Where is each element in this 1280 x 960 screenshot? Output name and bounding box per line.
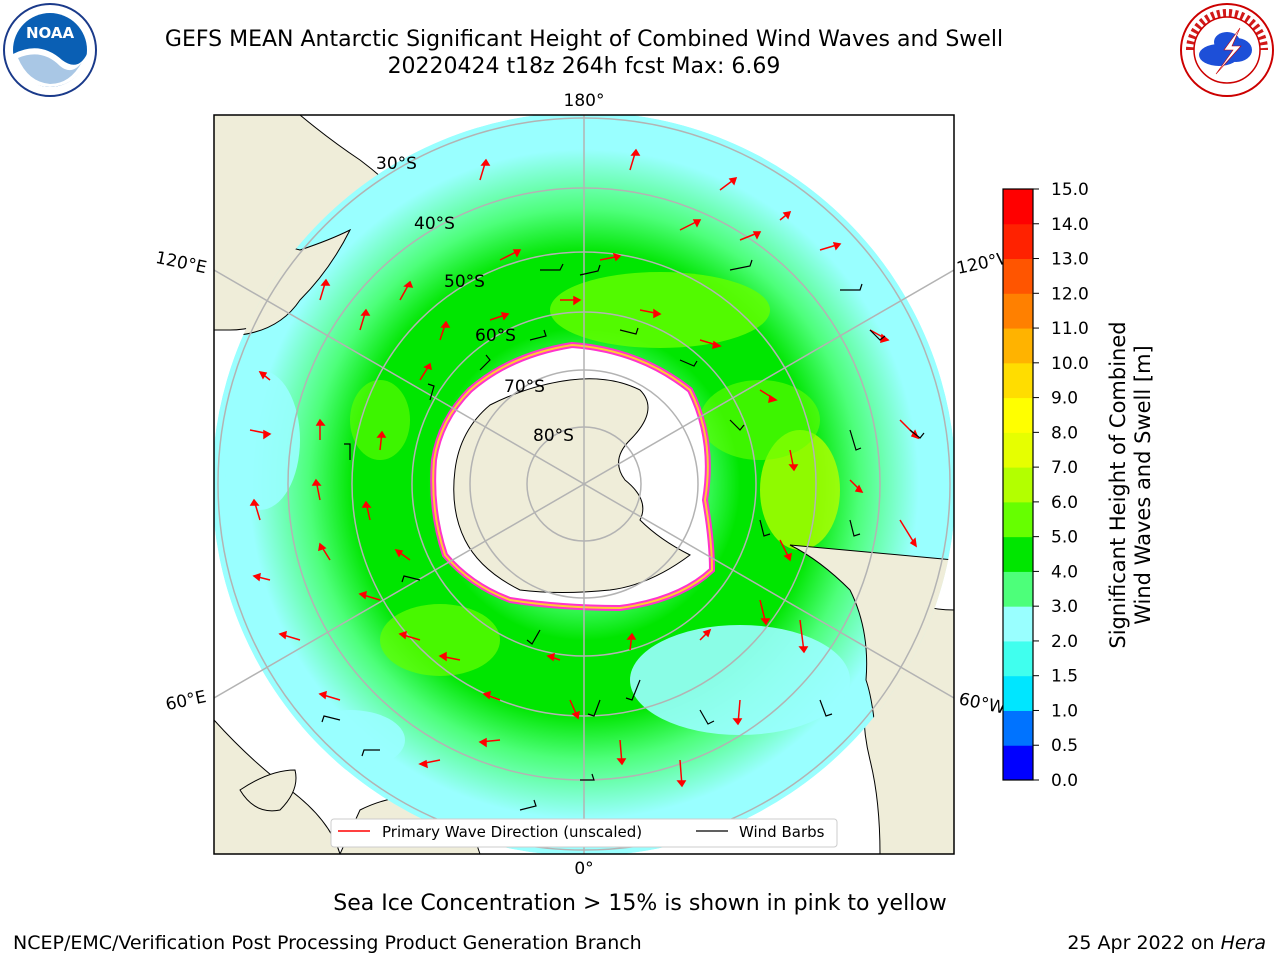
credit-branch: NCEP/EMC/Verification Post Processing Pr… <box>13 932 642 954</box>
nws-logo <box>1180 3 1274 97</box>
colorbar-swatch <box>1003 571 1033 607</box>
wave-arrows <box>249 148 920 788</box>
lat-label-80s: 80°S <box>533 426 574 446</box>
legend-wave-label: Primary Wave Direction (unscaled) <box>382 823 642 841</box>
chart-title: GEFS MEAN Antarctic Significant Height o… <box>164 27 1004 52</box>
colorbar-tick-label: 1.5 <box>1051 667 1078 687</box>
colorbar-tick-label: 12.0 <box>1051 284 1089 304</box>
colorbar-tick-label: 6.0 <box>1051 493 1078 513</box>
colorbar-swatch <box>1003 467 1033 503</box>
chart-subtitle: 20220424 t18z 264h fcst Max: 6.69 <box>387 54 781 79</box>
colorbar-tick-label: 8.0 <box>1051 423 1078 443</box>
colorbar-tick-label: 3.0 <box>1051 597 1078 617</box>
colorbar-swatch <box>1003 606 1033 642</box>
colorbar-swatch <box>1003 397 1033 433</box>
wind-barbs <box>321 259 925 811</box>
map-frame <box>213 114 955 855</box>
credit-date-text: 25 Apr 2022 on <box>1067 932 1215 954</box>
colorbar-swatch <box>1003 710 1033 746</box>
lon-label-60e: 60°E <box>164 687 208 715</box>
lat-label-40s: 40°S <box>414 214 455 234</box>
lon-label-180: 180° <box>564 91 605 111</box>
sea-ice-note: Sea Ice Concentration > 15% is shown in … <box>333 891 947 916</box>
colorbar-frame <box>1002 188 1034 781</box>
colorbar-label-line1: Significant Height of Combined <box>1106 321 1130 648</box>
colorbar-swatch <box>1003 189 1033 225</box>
lat-label-30s: 30°S <box>376 154 417 174</box>
credit-date: 25 Apr 2022 on Hera <box>1067 932 1266 954</box>
colorbar-tick-label: 15.0 <box>1051 180 1089 200</box>
antarctica <box>430 341 716 612</box>
colorbar-swatch <box>1003 501 1033 538</box>
colorbar-tick-label: 9.0 <box>1051 389 1078 409</box>
colorbar-tick-label: 0.0 <box>1051 771 1078 791</box>
colorbar-tick-label: 13.0 <box>1051 250 1089 270</box>
colorbar-swatch <box>1003 362 1033 399</box>
colorbar-swatch <box>1003 536 1033 572</box>
lat-label-50s: 50°S <box>444 272 485 292</box>
lon-label-60w: 60°W <box>957 689 1007 718</box>
colorbar-tick-label: 10.0 <box>1051 354 1089 374</box>
colorbar-tick-label: 14.0 <box>1051 215 1089 235</box>
colorbar-tick-label: 1.0 <box>1051 701 1078 721</box>
colorbar-tick-label: 5.0 <box>1051 528 1078 548</box>
colorbar-tick-label: 2.0 <box>1051 632 1078 652</box>
colorbar: 0.0 0.5 1.0 1.5 2.0 3.0 4.0 5.0 6.0 7.0 8.0 9.0 10.0… <box>1002 180 1089 791</box>
credit-host: Hera <box>1220 932 1266 954</box>
legend-barb-label: Wind Barbs <box>739 823 825 841</box>
lat-label-60s: 60°S <box>475 326 516 346</box>
colorbar-swatch <box>1003 675 1033 711</box>
colorbar-tick-label: 0.5 <box>1051 736 1078 756</box>
colorbar-swatch <box>1003 745 1033 781</box>
colorbar-swatch <box>1003 640 1033 677</box>
colorbar-swatch <box>1003 258 1033 294</box>
map-legend: Primary Wave Direction (unscaled) Wind B… <box>330 818 838 848</box>
colorbar-swatch <box>1003 432 1033 468</box>
colorbar-swatch <box>1003 293 1033 329</box>
noaa-logo-text: NOAA <box>26 24 75 42</box>
lon-label-0: 0° <box>574 859 593 879</box>
colorbar-tick-label: 4.0 <box>1051 562 1078 582</box>
colorbar-swatch <box>1003 328 1033 364</box>
colorbar-tick-label: 11.0 <box>1051 319 1089 339</box>
land-madagascar <box>239 769 297 812</box>
map-area: Primary Wave Direction (unscaled) Wind B… <box>214 115 954 854</box>
colorbar-swatch <box>1003 223 1033 260</box>
colorbar-tick-label: 7.0 <box>1051 458 1078 478</box>
colorbar-label-line2: Wind Waves and Swell [m] <box>1131 345 1155 625</box>
lon-label-120e: 120°E <box>154 248 209 278</box>
noaa-logo: NOAA <box>3 3 97 97</box>
lat-label-70s: 70°S <box>504 377 545 397</box>
